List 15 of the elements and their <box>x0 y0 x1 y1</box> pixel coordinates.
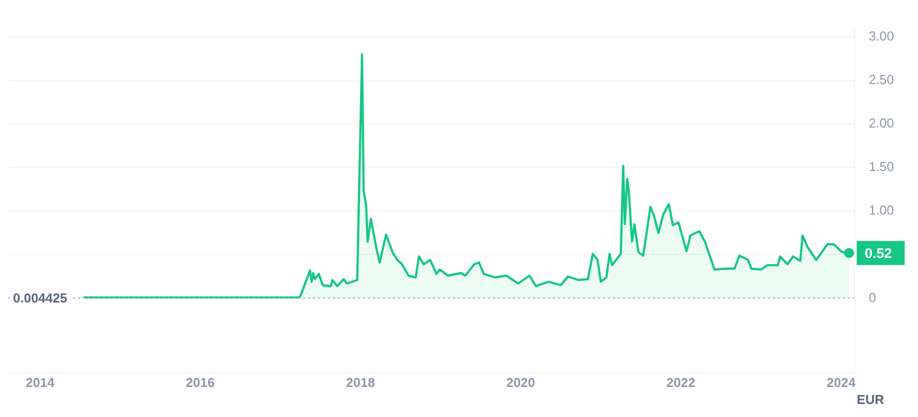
ref-line-label: 0.004425 <box>13 290 68 306</box>
x-tick-label: 2020 <box>506 374 536 390</box>
y-tick-label: 1.00 <box>868 202 894 218</box>
x-tick-label: 2018 <box>346 374 375 390</box>
x-tick-label: 2022 <box>666 374 696 390</box>
y-tick-label: 1.50 <box>868 159 894 174</box>
y-axis-title: EUR <box>856 392 885 408</box>
y-tick-label: 3.00 <box>868 28 894 44</box>
x-tick-label: 2014 <box>26 374 56 390</box>
x-tick-label: 2024 <box>826 374 856 390</box>
annotation: 0.52 <box>864 244 892 261</box>
x-tick-label: 2016 <box>186 374 215 390</box>
y-tick-label: 2.50 <box>868 72 894 87</box>
y-tick-label: 2.00 <box>868 116 894 131</box>
y-tick-label: 0 <box>868 290 876 305</box>
